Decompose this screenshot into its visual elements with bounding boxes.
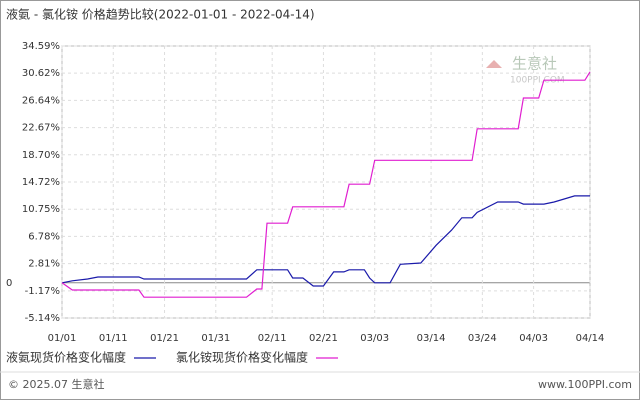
y-tick-label: 26.64% xyxy=(22,95,60,106)
y-tick-label: 14.72% xyxy=(22,177,60,188)
footer-left: © 2025.07 生意社 xyxy=(8,377,104,391)
watermark-brand: 生意社 xyxy=(512,55,557,73)
x-tick-label: 01/31 xyxy=(201,333,230,344)
footer-right: www.100PPI.com xyxy=(538,378,632,391)
x-tick-label: 01/01 xyxy=(48,333,77,344)
y-tick-label: -1.17% xyxy=(25,286,60,297)
y-tick-label: 6.78% xyxy=(28,231,60,242)
x-tick-label: 02/21 xyxy=(309,333,338,344)
x-tick-label: 03/03 xyxy=(360,333,389,344)
legend-label: 氯化铵现货价格变化幅度 xyxy=(176,350,308,365)
y-tick-label: 10.75% xyxy=(22,204,60,215)
x-tick-label: 04/03 xyxy=(519,333,548,344)
y-tick-label: 34.59% xyxy=(22,41,60,52)
x-tick-label: 04/14 xyxy=(576,333,605,344)
y-tick-label: -5.14% xyxy=(25,313,60,324)
y-tick-label: 2.81% xyxy=(28,259,60,270)
watermark-site: 100PPI.COM xyxy=(510,76,565,86)
series-line xyxy=(61,71,591,298)
y-tick-label: 18.70% xyxy=(22,150,60,161)
y-tick-label: 22.67% xyxy=(22,123,60,134)
x-tick-label: 03/24 xyxy=(468,333,497,344)
x-tick-label: 01/11 xyxy=(99,333,128,344)
y-tick-label: 30.62% xyxy=(22,68,60,79)
series-line xyxy=(61,195,590,287)
y-tick-label: 0 xyxy=(6,278,12,289)
x-tick-label: 01/21 xyxy=(150,333,179,344)
watermark-logo xyxy=(486,60,502,68)
legend-label: 液氨现货价格变化幅度 xyxy=(6,350,126,365)
x-tick-label: 03/14 xyxy=(417,333,446,344)
x-tick-label: 02/11 xyxy=(258,333,287,344)
chart-title: 液氨 - 氯化铵 价格趋势比较(2022-01-01 - 2022-04-14) xyxy=(6,7,315,22)
